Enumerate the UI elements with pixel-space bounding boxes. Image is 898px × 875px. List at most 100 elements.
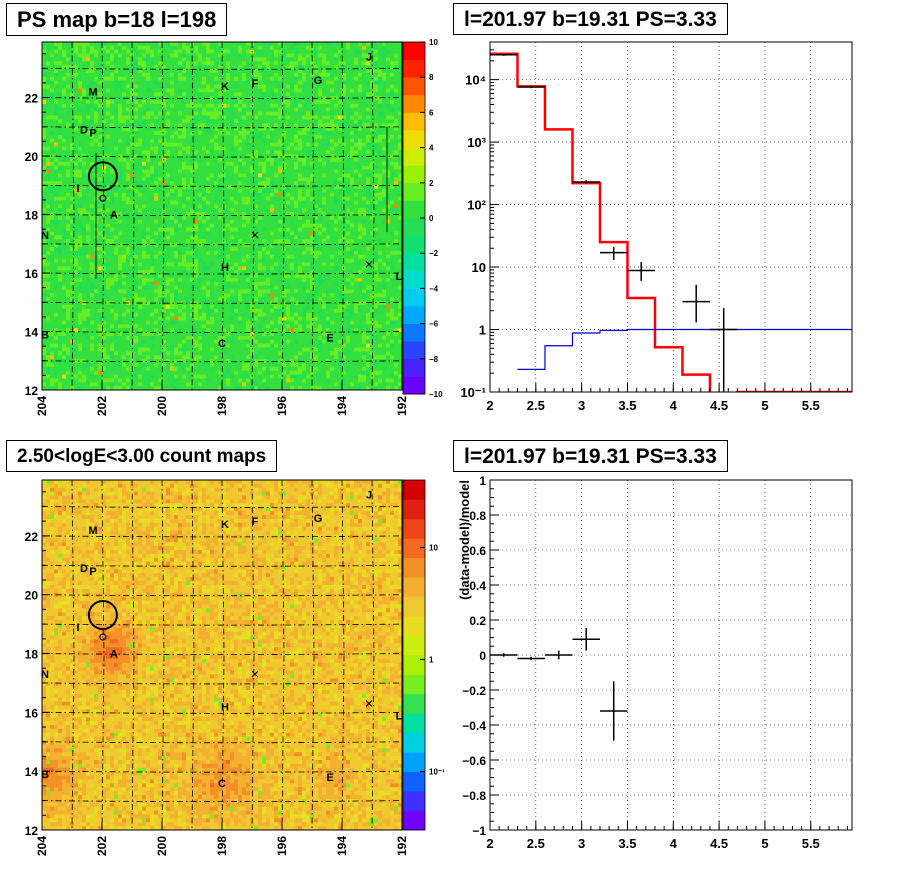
heatmap-cell [194, 154, 199, 159]
heatmap-cell [182, 262, 187, 267]
heatmap-cell [218, 107, 223, 113]
heatmap-cell [258, 165, 263, 171]
heatmap-cell [238, 351, 243, 356]
heatmap-cell [54, 216, 59, 221]
heatmap-cell [190, 227, 195, 232]
heatmap-cell [186, 328, 191, 333]
heatmap-cell [82, 374, 87, 379]
heatmap-cell [254, 119, 259, 124]
heatmap-cell [166, 262, 171, 267]
heatmap-cell [94, 53, 99, 58]
heatmap-cell [58, 100, 63, 105]
heatmap-cell [134, 80, 139, 86]
heatmap-cell [246, 45, 251, 51]
heatmap-cell [166, 281, 171, 287]
heatmap-cell [162, 320, 167, 325]
heatmap-cell [202, 382, 207, 387]
heatmap-cell [198, 320, 203, 325]
heatmap-cell [202, 53, 207, 58]
heatmap-cell [122, 127, 127, 132]
heatmap-cell [46, 328, 51, 333]
heatmap-cell [234, 212, 239, 217]
heatmap-cell [150, 188, 155, 194]
heatmap-cell [170, 208, 175, 213]
heatmap-cell [174, 177, 179, 182]
heatmap-cell [214, 49, 219, 55]
heatmap-cell [90, 312, 95, 318]
heatmap-cell [114, 130, 119, 136]
heatmap-cell [62, 88, 67, 93]
heatmap-cell [178, 123, 183, 128]
heatmap-cell [218, 243, 223, 248]
heatmap-cell [86, 243, 91, 248]
heatmap-cell [142, 366, 147, 372]
heatmap-cell [114, 127, 119, 132]
heatmap-cell [50, 45, 55, 51]
heatmap-cell [82, 45, 87, 51]
heatmap-cell [58, 204, 63, 209]
heatmap-cell [90, 370, 95, 376]
heatmap-cell [46, 312, 51, 318]
heatmap-cell [158, 227, 163, 232]
heatmap-cell [42, 111, 47, 116]
heatmap-cell [50, 103, 55, 109]
heatmap-cell [178, 169, 183, 174]
heatmap-cell [230, 138, 235, 144]
heatmap-cell [58, 320, 63, 325]
heatmap-cell [234, 173, 239, 178]
heatmap-cell [102, 378, 107, 383]
heatmap-cell [238, 219, 243, 225]
heatmap-cell [218, 216, 223, 221]
heatmap-cell [250, 347, 255, 352]
heatmap-cell [242, 277, 247, 283]
heatmap-cell [170, 382, 175, 387]
heatmap-cell [214, 297, 219, 302]
heatmap-cell [46, 100, 51, 105]
heatmap-cell [42, 312, 47, 318]
heatmap-cell [66, 53, 71, 58]
heatmap-cell [178, 196, 183, 202]
heatmap-cell [54, 335, 59, 341]
heatmap-cell [222, 262, 227, 267]
heatmap-cell [138, 69, 143, 74]
heatmap-cell [102, 185, 107, 190]
heatmap-cell [158, 196, 163, 202]
heatmap-cell [138, 246, 143, 252]
heatmap-cell [66, 212, 71, 217]
heatmap-cell [238, 65, 243, 70]
heatmap-cell [150, 57, 155, 62]
heatmap-cell [42, 165, 47, 171]
heatmap-cell [230, 158, 235, 163]
heatmap-cell [154, 374, 159, 379]
heatmap-cell [262, 188, 267, 194]
heatmap-cell [130, 231, 135, 236]
heatmap-cell [258, 316, 263, 321]
heatmap-cell [114, 80, 119, 86]
heatmap-cell [190, 243, 195, 248]
heatmap-cell [126, 57, 131, 62]
heatmap-cell [218, 332, 223, 337]
heatmap-cell [158, 254, 163, 260]
heatmap-cell [210, 304, 215, 310]
heatmap-cell [158, 316, 163, 321]
heatmap-cell [182, 243, 187, 248]
heatmap-cell [194, 188, 199, 194]
heatmap-cell [58, 173, 63, 178]
heatmap-cell [158, 382, 163, 387]
heatmap-cell [102, 274, 107, 279]
heatmap-cell [258, 130, 263, 136]
heatmap-cell [214, 130, 219, 136]
heatmap-cell [126, 223, 131, 229]
heatmap-cell [90, 185, 95, 190]
heatmap-cell [110, 204, 115, 209]
heatmap-cell [198, 386, 203, 390]
heatmap-cell [66, 188, 71, 194]
heatmap-cell [102, 142, 107, 147]
heatmap-cell [202, 262, 207, 267]
heatmap-cell [250, 216, 255, 221]
heatmap-cell [134, 177, 139, 182]
heatmap-cell [238, 138, 243, 144]
heatmap-cell [262, 84, 267, 89]
heatmap-cell [174, 374, 179, 379]
heatmap-cell [106, 130, 111, 136]
